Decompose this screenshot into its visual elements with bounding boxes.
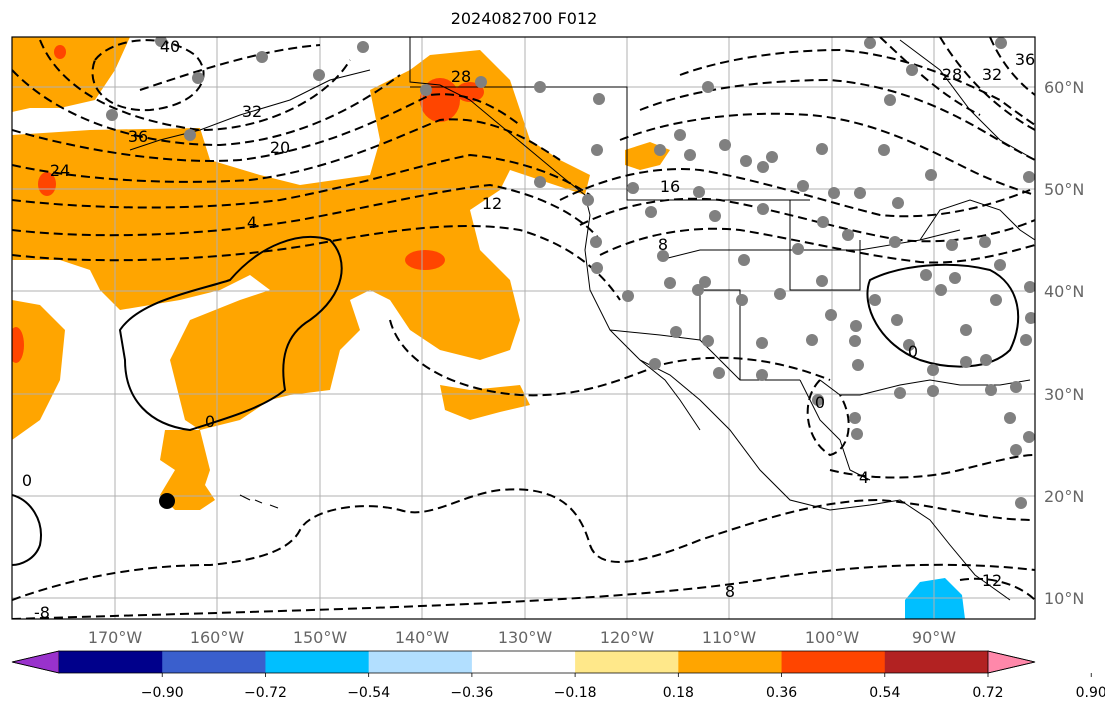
colorbar-tick-label: 0.54 [869, 685, 900, 701]
station-dots [106, 37, 1035, 509]
colorbar-segment [265, 651, 370, 673]
map-area: 40 36 24 32 20 28 4 12 16 8 0 0 0 4 0 8 … [12, 37, 1035, 622]
contour-label: 12 [982, 571, 1002, 590]
contour-label: 28 [451, 67, 471, 86]
contour-label: 32 [242, 102, 262, 121]
lon-label: 160°W [190, 628, 245, 647]
colorbar-segment [781, 651, 886, 673]
lat-label: 10°N [1044, 589, 1084, 608]
contour-label: 24 [50, 161, 70, 180]
colorbar-tick-label: 0.90 [1076, 685, 1105, 701]
colorbar-tick-label: 0.18 [663, 685, 694, 701]
colorbar: −0.90 −0.72 −0.54 −0.36 −0.18 0.18 0.36 0.54 0.7… [11, 650, 1105, 701]
contour-label: 12 [482, 194, 502, 213]
contour-label: 20 [270, 138, 290, 157]
contour-label: 36 [1015, 50, 1035, 69]
colorbar-tick-label: 0.36 [766, 685, 797, 701]
lat-label: 20°N [1044, 487, 1084, 506]
contour-label: 8 [725, 582, 735, 601]
colorbar-tick-label: −0.36 [450, 685, 493, 701]
lon-label: 170°W [88, 628, 143, 647]
contour-label: 0 [205, 412, 215, 431]
lat-label: 50°N [1044, 180, 1084, 199]
contour-label: 0 [908, 342, 918, 361]
colorbar-segment [575, 651, 679, 673]
colorbar-tick-label: −0.90 [141, 685, 184, 701]
lon-label: 110°W [702, 628, 757, 647]
map-frame [11, 36, 1036, 620]
colorbar-tick-label: 0.72 [972, 685, 1003, 701]
colorbar-segment [368, 651, 473, 673]
map-title: 2024082700 F012 [450, 9, 598, 28]
colorbar-segment [162, 651, 266, 673]
lat-label: 30°N [1044, 385, 1084, 404]
contour-label: 40 [160, 37, 180, 56]
colorbar-extend-high [987, 650, 1036, 674]
storm-marker-dot [159, 493, 175, 509]
colorbar-tick-label: −0.72 [244, 685, 287, 701]
colorbar-tick-label: −0.18 [554, 685, 597, 701]
colorbar-segment [884, 651, 989, 673]
colorbar-segment [59, 651, 163, 673]
longitude-labels: 170°W 160°W 150°W 140°W 130°W 120°W 110°… [88, 628, 956, 647]
colorbar-segment [678, 651, 783, 673]
latitude-labels: 60°N 50°N 40°N 30°N 20°N 10°N [1044, 78, 1084, 608]
lon-label: 100°W [805, 628, 860, 647]
contour-label: 4 [247, 213, 257, 232]
contour-label: 32 [982, 65, 1002, 84]
contour-label: 16 [660, 177, 680, 196]
colorbar-outline [11, 650, 1036, 674]
colorbar-extend-low [11, 650, 60, 674]
lat-label: 40°N [1044, 282, 1084, 301]
contour-label: 36 [128, 127, 148, 146]
contour-label: 28 [942, 65, 962, 84]
height-contours-dashed [12, 37, 1035, 619]
lon-label: 90°W [912, 628, 956, 647]
lon-label: 130°W [498, 628, 553, 647]
contour-label: 4 [859, 468, 869, 487]
lat-label: 60°N [1044, 78, 1084, 97]
gridlines [12, 37, 1035, 619]
shaded-anomaly-positive [12, 37, 670, 510]
contour-label: 0 [815, 393, 825, 412]
contour-label: 8 [658, 235, 668, 254]
colorbar-segment [471, 651, 576, 673]
height-contours-solid [12, 235, 1020, 566]
contour-label: -8 [34, 603, 50, 622]
contour-labels: 40 36 24 32 20 28 4 12 16 8 0 0 0 4 0 8 … [22, 37, 1035, 622]
contour-label: 0 [22, 471, 32, 490]
lon-label: 150°W [293, 628, 348, 647]
lon-label: 120°W [600, 628, 655, 647]
colorbar-tick-label: −0.54 [347, 685, 390, 701]
lon-label: 140°W [395, 628, 450, 647]
